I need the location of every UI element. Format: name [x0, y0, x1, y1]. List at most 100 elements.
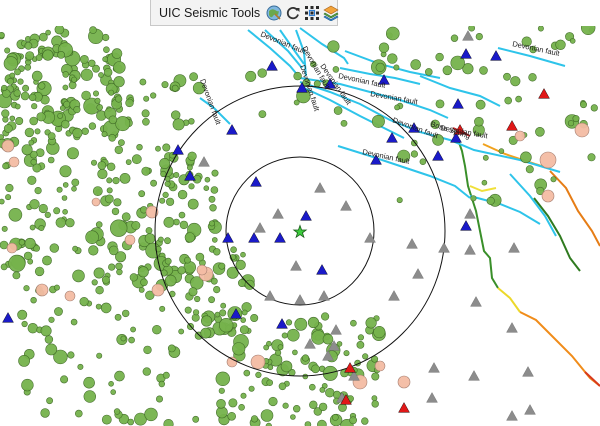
earthquake-marker[interactable]	[394, 104, 400, 111]
earthquake-marker[interactable]	[83, 376, 95, 389]
earthquake-marker[interactable]	[150, 92, 157, 99]
earthquake-marker[interactable]	[27, 175, 37, 185]
earthquake-marker[interactable]	[280, 360, 293, 373]
earthquake-marker[interactable]	[91, 279, 98, 286]
earthquake-marker[interactable]	[188, 287, 198, 297]
earthquake-marker[interactable]	[450, 55, 465, 71]
earthquake-marker[interactable]	[164, 274, 177, 287]
earthquake-marker[interactable]	[38, 225, 45, 232]
earthquake-marker[interactable]	[14, 68, 21, 76]
earthquake-marker[interactable]	[72, 245, 78, 252]
earthquake-marker[interactable]	[579, 101, 587, 109]
earthquake-marker[interactable]	[210, 277, 218, 285]
earthquake-marker[interactable]	[108, 134, 116, 142]
earthquake-marker[interactable]	[36, 112, 46, 122]
earthquake-marker[interactable]	[34, 128, 41, 135]
earthquake-marker[interactable]	[27, 258, 34, 265]
large-earthquake-marker[interactable]	[124, 234, 136, 246]
earthquake-marker[interactable]	[332, 66, 340, 73]
station-gray-icon[interactable]	[314, 182, 326, 193]
earthquake-marker[interactable]	[115, 262, 123, 271]
earthquake-marker[interactable]	[24, 41, 33, 50]
station-red-icon[interactable]	[344, 362, 356, 373]
earthquake-marker[interactable]	[14, 103, 21, 110]
earthquake-marker[interactable]	[137, 266, 149, 278]
station-red-icon[interactable]	[506, 120, 518, 131]
earthquake-marker[interactable]	[62, 182, 69, 188]
earthquake-marker[interactable]	[91, 159, 98, 166]
earthquake-marker[interactable]	[61, 195, 68, 201]
earthquake-marker[interactable]	[211, 169, 219, 177]
earthquake-marker[interactable]	[159, 305, 166, 312]
earthquake-marker[interactable]	[54, 26, 65, 35]
earthquake-marker[interactable]	[114, 145, 124, 155]
earthquake-marker[interactable]	[361, 417, 369, 425]
earthquake-marker[interactable]	[277, 344, 284, 351]
earthquake-marker[interactable]	[38, 203, 48, 214]
earthquake-marker[interactable]	[387, 53, 398, 64]
earthquake-marker[interactable]	[164, 257, 172, 265]
station-blue-icon[interactable]	[226, 124, 238, 135]
station-gray-icon[interactable]	[426, 392, 438, 403]
station-blue-icon[interactable]	[370, 154, 382, 165]
earthquake-marker[interactable]	[155, 145, 161, 152]
earthquake-marker[interactable]	[432, 134, 444, 146]
earthquake-marker[interactable]	[72, 127, 83, 139]
earthquake-marker[interactable]	[45, 343, 58, 356]
earthquake-marker[interactable]	[292, 349, 298, 356]
earthquake-marker[interactable]	[3, 56, 19, 71]
earthquake-marker[interactable]	[188, 118, 195, 125]
refresh-icon[interactable]	[285, 4, 301, 22]
earthquake-marker[interactable]	[128, 336, 135, 344]
earthquake-marker[interactable]	[240, 317, 246, 323]
earthquake-marker[interactable]	[139, 78, 147, 86]
earthquake-marker[interactable]	[187, 151, 197, 161]
earthquake-marker[interactable]	[37, 82, 46, 90]
globe-tool-icon[interactable]	[266, 4, 282, 22]
earthquake-marker[interactable]	[61, 119, 70, 129]
earthquake-marker[interactable]	[195, 252, 205, 262]
earthquake-marker[interactable]	[192, 81, 206, 95]
earthquake-marker[interactable]	[281, 332, 288, 339]
earthquake-marker[interactable]	[230, 246, 237, 253]
earthquake-marker[interactable]	[268, 396, 278, 407]
earthquake-marker[interactable]	[83, 390, 97, 403]
earthquake-marker[interactable]	[47, 132, 56, 140]
earthquake-marker[interactable]	[70, 318, 78, 326]
earthquake-marker[interactable]	[173, 172, 180, 179]
earthquake-marker[interactable]	[430, 119, 440, 130]
earthquake-marker[interactable]	[184, 256, 191, 264]
earthquake-marker[interactable]	[141, 166, 151, 176]
earthquake-marker[interactable]	[66, 147, 79, 160]
earthquake-marker[interactable]	[71, 178, 80, 187]
station-gray-icon[interactable]	[198, 156, 210, 167]
earthquake-marker[interactable]	[158, 380, 166, 388]
earthquake-marker[interactable]	[204, 176, 211, 183]
earthquake-marker[interactable]	[275, 349, 282, 356]
earthquake-marker[interactable]	[111, 207, 120, 216]
earthquake-marker[interactable]	[56, 186, 63, 193]
earthquake-marker[interactable]	[243, 369, 251, 377]
large-earthquake-marker[interactable]	[397, 375, 411, 389]
earthquake-marker[interactable]	[470, 195, 477, 202]
earthquake-marker[interactable]	[17, 309, 28, 320]
earthquake-marker[interactable]	[103, 67, 113, 77]
earthquake-marker[interactable]	[106, 162, 116, 172]
earthquake-marker[interactable]	[385, 26, 400, 41]
earthquake-marker[interactable]	[80, 55, 89, 64]
earthquake-marker[interactable]	[111, 48, 123, 59]
earthquake-marker[interactable]	[9, 72, 16, 79]
station-gray-icon[interactable]	[388, 290, 400, 301]
earthquake-marker[interactable]	[93, 267, 105, 279]
earthquake-marker[interactable]	[18, 239, 26, 246]
earthquake-marker[interactable]	[393, 64, 400, 71]
earthquake-marker[interactable]	[179, 220, 189, 230]
earthquake-marker[interactable]	[193, 309, 200, 316]
earthquake-marker[interactable]	[322, 333, 334, 345]
earthquake-marker[interactable]	[307, 316, 320, 329]
earthquake-marker[interactable]	[140, 278, 148, 287]
earthquake-marker[interactable]	[178, 211, 186, 219]
earthquake-marker[interactable]	[362, 353, 369, 360]
earthquake-marker[interactable]	[535, 127, 545, 137]
earthquake-marker[interactable]	[450, 34, 459, 42]
